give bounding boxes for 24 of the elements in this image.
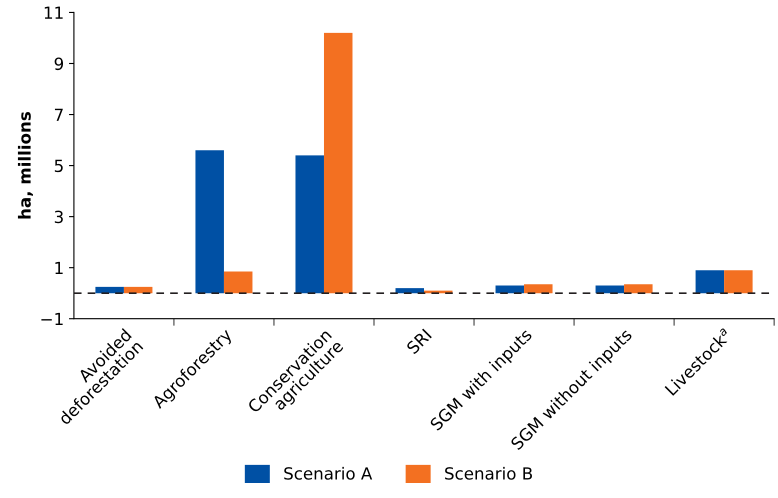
- legend-label: Scenario B: [445, 466, 532, 480]
- bar: [95, 286, 124, 294]
- y-tick-label: −1: [41, 312, 63, 326]
- x-tick-label: Livestock$^{a}$: [664, 328, 732, 396]
- y-tick-label: 7: [54, 108, 63, 121]
- bar: [696, 270, 724, 294]
- bar: [124, 286, 152, 294]
- y-axis-title: ha, millions: [18, 112, 33, 219]
- bar: [324, 32, 352, 294]
- bar: [496, 286, 524, 294]
- bar: [724, 270, 753, 294]
- y-tick-label: 11: [44, 6, 63, 19]
- bar: [295, 155, 324, 294]
- bar: [624, 284, 653, 294]
- bar: [224, 272, 252, 294]
- y-tick-label: 9: [54, 57, 64, 70]
- y-tick-label: 5: [54, 160, 63, 172]
- bar: [524, 284, 553, 294]
- bar: [596, 286, 624, 294]
- legend-label: Scenario A: [284, 466, 372, 480]
- bar: [195, 150, 224, 294]
- y-tick-label: 3: [54, 210, 63, 224]
- y-tick-label: 1: [55, 262, 63, 274]
- x-tick-label: SRI: [406, 328, 432, 355]
